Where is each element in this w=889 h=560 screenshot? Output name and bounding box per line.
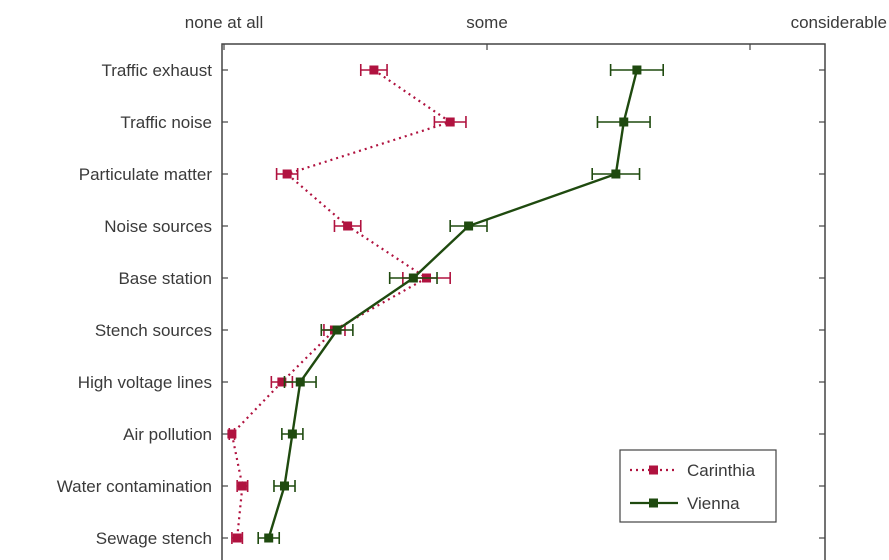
x-tick-label: considerable (791, 13, 887, 32)
data-point (237, 481, 247, 491)
data-point (277, 377, 287, 387)
data-point (264, 533, 274, 543)
data-point (332, 325, 342, 335)
series-layer (227, 64, 665, 544)
category-label: Traffic exhaust (101, 61, 212, 80)
series-line (267, 69, 639, 539)
data-point (343, 221, 353, 231)
plot-frame (221, 43, 826, 560)
legend-box (619, 449, 777, 523)
x-tick-label: none at all (185, 13, 263, 32)
category-label: Traffic noise (120, 113, 212, 132)
data-point (464, 221, 474, 231)
data-point (232, 533, 242, 543)
category-label: Stench sources (95, 321, 212, 340)
legend: Carinthia Vienna (619, 449, 777, 523)
series-line (230, 69, 453, 539)
legend-marker (649, 465, 658, 475)
category-label: Sewage stench (96, 529, 212, 548)
category-axis: Traffic exhaust Traffic noise Particulate … (57, 61, 825, 548)
data-point (282, 169, 292, 179)
data-point (408, 273, 418, 283)
top-axis: none at all some considerable (185, 13, 887, 50)
data-point (369, 65, 379, 75)
category-label: High voltage lines (78, 373, 212, 392)
legend-marker (649, 498, 658, 508)
x-tick-label: some (466, 13, 508, 32)
legend-label: Vienna (687, 494, 740, 513)
category-label: Particulate matter (79, 165, 213, 184)
data-point (445, 117, 455, 127)
category-label: Base station (118, 269, 212, 288)
data-point (287, 429, 297, 439)
series-carinthia (227, 64, 467, 544)
data-point (295, 377, 305, 387)
category-label: Water contamination (57, 477, 212, 496)
data-point (632, 65, 642, 75)
data-point (619, 117, 629, 127)
legend-label: Carinthia (687, 461, 756, 480)
category-label: Air pollution (123, 425, 212, 444)
series-vienna (257, 64, 665, 544)
data-point (279, 481, 289, 491)
data-point (227, 429, 237, 439)
data-point (611, 169, 621, 179)
category-label: Noise sources (104, 217, 212, 236)
